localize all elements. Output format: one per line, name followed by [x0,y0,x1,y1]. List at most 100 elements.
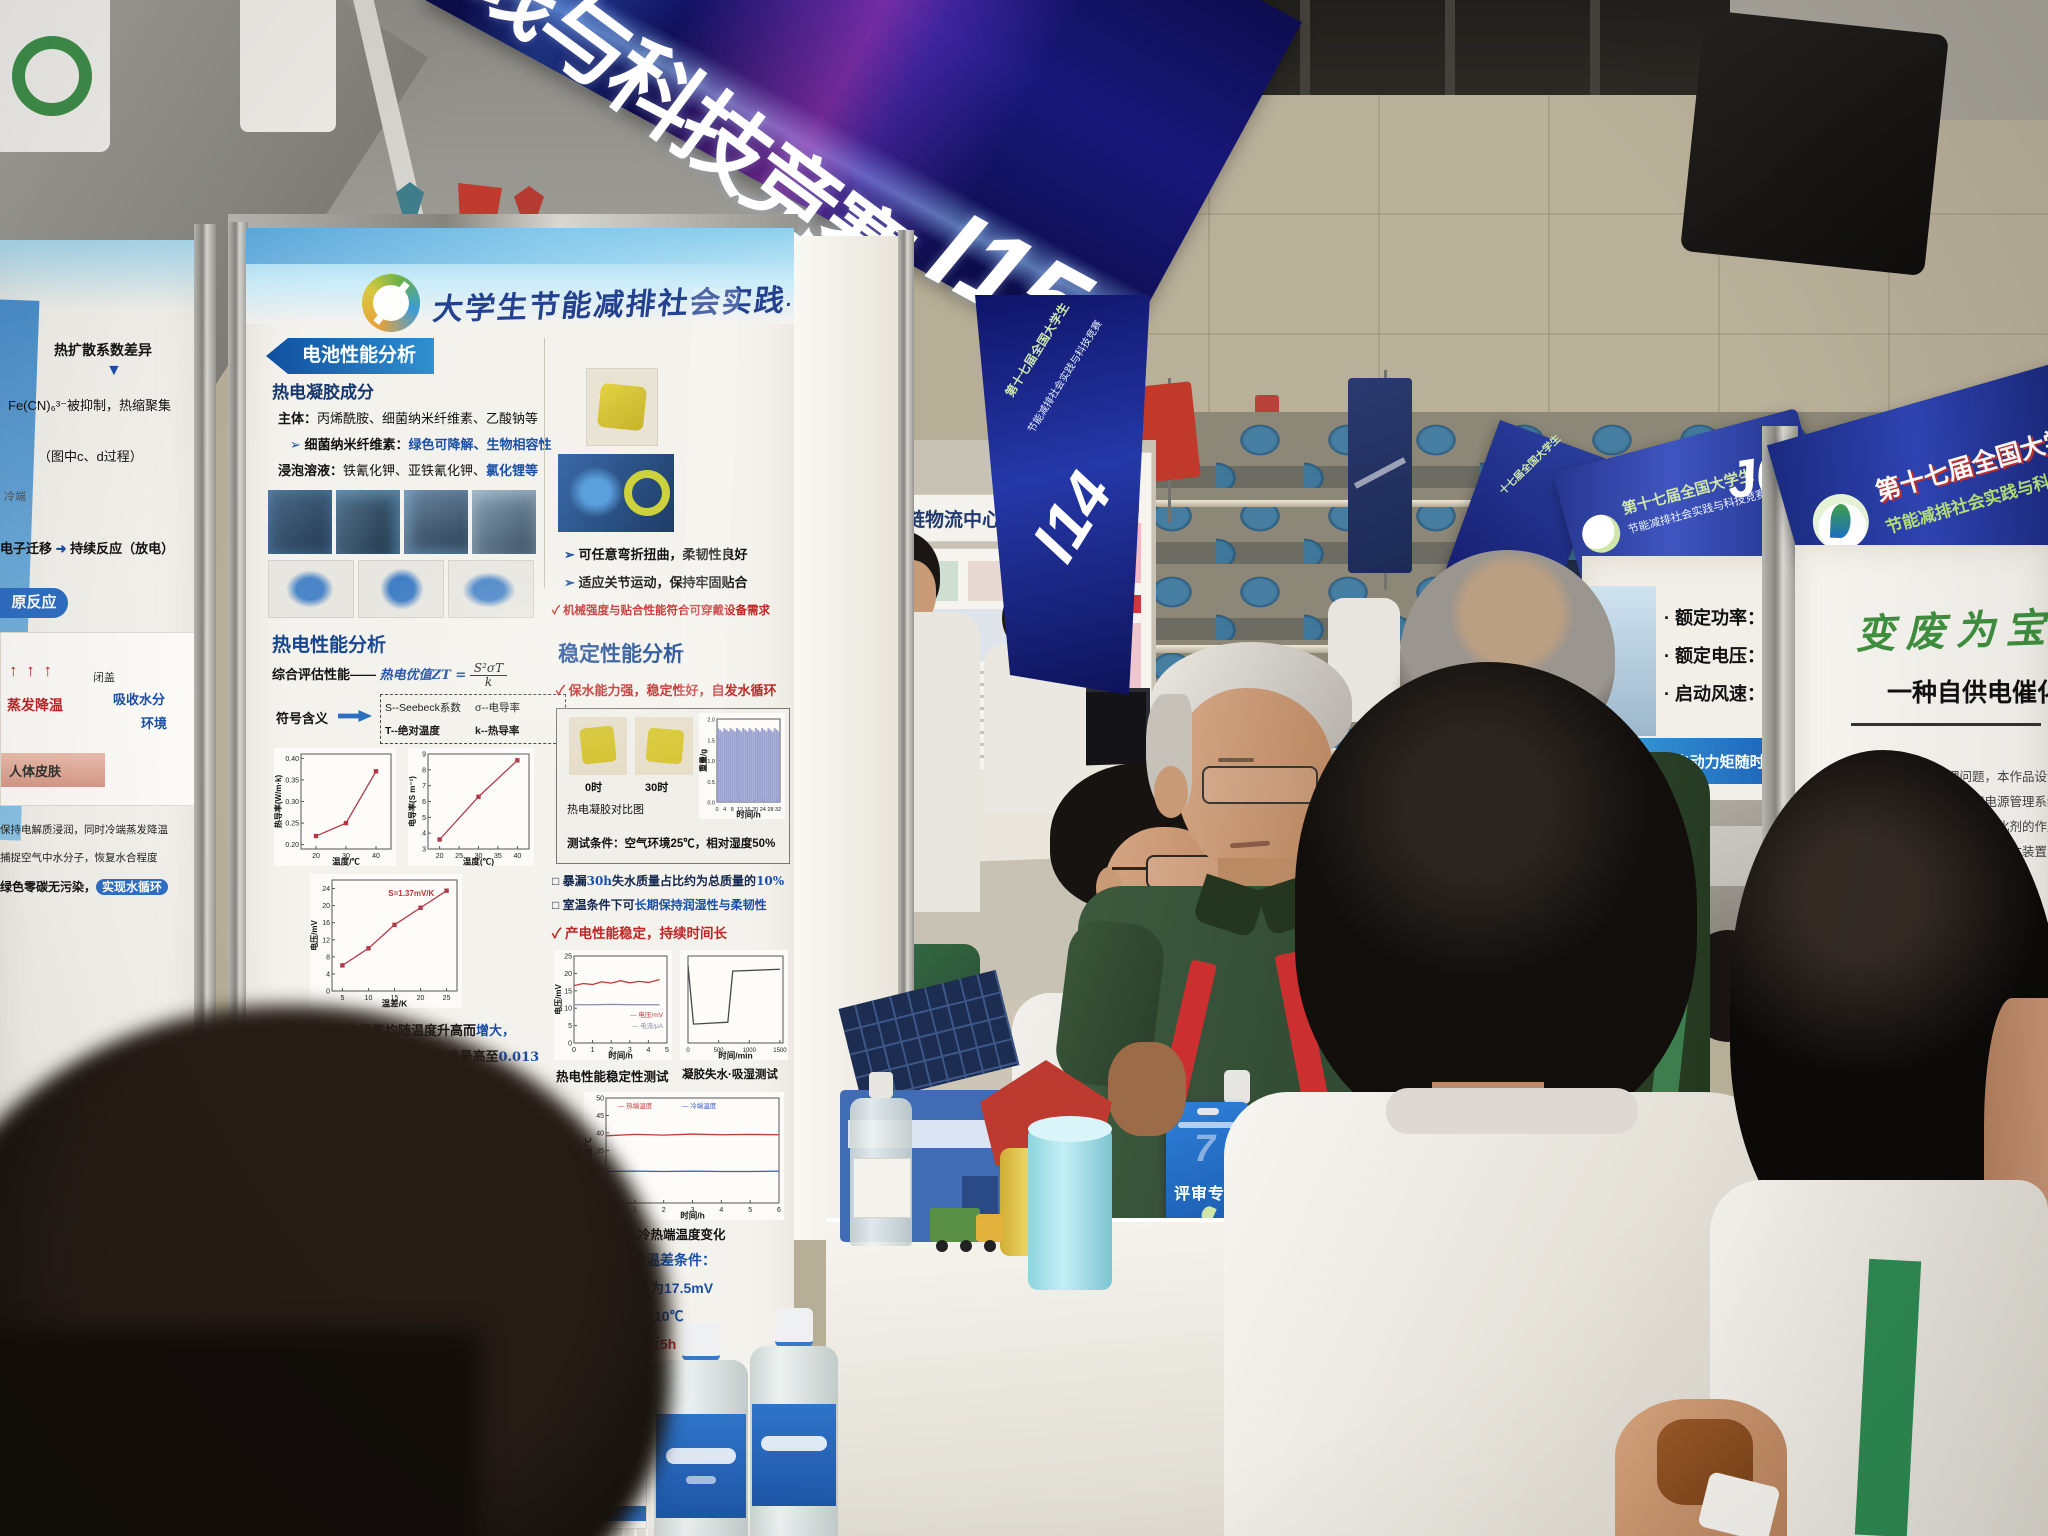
truck-wheel [936,1240,948,1252]
rc-b1-text: 可任意弯折扭曲，柔韧性良好 [578,547,748,562]
badge-slot [1197,1108,1219,1115]
concl2d: 0.013 [498,1050,540,1065]
svg-text:9: 9 [422,752,426,759]
lp-f15: 实现水循环 [96,879,169,895]
svg-text:2: 2 [609,1047,613,1054]
poster-header-wedge [246,228,794,264]
svg-text:24: 24 [322,886,330,893]
lp-skin-band: 人体皮肤 [1,753,105,787]
b2a: 室温条件下可 [562,898,635,912]
glasses-temple [1112,867,1148,870]
b1a: 暴漏 [562,874,587,888]
lp-f5: 持续反应（放电） [70,541,175,556]
svg-text:3: 3 [691,1207,695,1214]
booth-sign-text: 链物流中心充 [905,509,1020,531]
s3-cap2: 凝胶失水·吸湿测试 [682,1069,778,1081]
frame-bar [228,214,798,232]
svg-text:4: 4 [646,1047,650,1054]
right-poster-title: 变废为宝动能 [1854,600,2048,659]
square-bullet-icon: □ [552,874,560,888]
lp-reaction-line: 电子迁移 ➜ 持续反应（放电） [0,538,174,557]
svg-text:20: 20 [312,853,320,860]
svg-text:28: 28 [767,807,773,813]
gel-ring [624,470,670,516]
svg-text:8: 8 [326,954,330,961]
badge-deco-seven: 7 [1194,1128,1216,1170]
s1-line3: 浸泡溶液：铁氰化钾、亚铁氰化钾、氯化锂等 [278,460,538,479]
lab-photo [268,490,332,554]
s3-check1-text: 保水能力强，稳定性好，自发水循环 [569,683,777,698]
s1-line1: 主体：丙烯酰胺、细菌纳米纤维素、乙酸钠等 [278,408,538,427]
flame-shape [1829,503,1852,539]
bottle-label [853,1158,911,1218]
svg-text:温度/℃: 温度/℃ [332,857,360,867]
square-bullet-icon: □ [552,898,560,912]
symbol-box: S--Seebeck系数 σ--电导率 T--绝对温度 k--热导率 [380,694,566,744]
svg-text:25: 25 [443,995,451,1002]
svg-text:热导率(W/m·k): 热导率(W/m·k) [274,775,283,829]
sym-sigma: σ--电导率 [475,700,561,715]
s1-l3-label: 浸泡溶液： [278,463,344,478]
svg-text:0.35: 0.35 [285,777,299,784]
svg-text:5: 5 [422,815,426,822]
svg-text:20: 20 [417,995,425,1002]
bottle-front-3 [748,1308,840,1536]
svg-text:S=1.37mV/K: S=1.37mV/K [388,889,434,898]
s1-l3-text2: 氯化锂等 [486,463,539,478]
svg-text:5: 5 [340,995,344,1002]
lp-f16: 冷端 [4,491,26,503]
svg-text:时间/min: 时间/min [718,1051,752,1061]
s2-zt: 热电优值ZT = [380,668,467,683]
lp-f11: 人体皮肤 [9,763,62,779]
lp-f12: 保持电解质浸润，同时冷端蒸发降温 [0,824,168,836]
b1d: 10% [756,874,785,888]
svg-text:30: 30 [342,853,350,860]
s1-l1-label: 主体： [278,411,318,426]
competition-logo-icon [362,274,420,332]
bottle-cap [775,1308,813,1347]
svg-text:25: 25 [455,853,463,860]
s2-fraction: S²σT k [469,661,508,689]
svg-text:2: 2 [662,1207,666,1214]
table-bottle [848,1072,914,1246]
lp-f14: 绿色零碳无污染， [0,880,97,894]
svg-text:5: 5 [748,1207,752,1214]
svg-text:0: 0 [326,989,330,996]
sym-k: k--热导率 [475,723,561,738]
svg-text:4: 4 [422,831,426,838]
wrinkle-highlight [306,558,736,798]
tri-bullet-icon: ➢ [564,547,575,562]
s2-formula: 综合评估性能—— 热电优值ZT = S²σT k [272,661,508,689]
svg-text:50: 50 [596,1096,604,1103]
truck-wheel [960,1240,972,1252]
svg-text:6: 6 [422,799,426,806]
frac-num: S²σT [469,661,508,677]
svg-text:时间/h: 时间/h [608,1051,633,1061]
section1-chevron: 电池性能分析 [266,338,434,374]
dot-bullet: · [1664,684,1670,704]
svg-text:电压/mV: 电压/mV [554,984,563,1015]
truck-body [930,1208,980,1242]
label-wave [761,1436,827,1451]
lab-photo [336,490,400,554]
frame-bar [898,230,914,1240]
label-wave [666,1448,736,1464]
glove-blob [462,572,516,608]
svg-text:4: 4 [719,1207,723,1214]
lp-pill: 原反应 [0,588,68,618]
svg-text:5: 5 [568,1023,572,1030]
svg-text:0.20: 0.20 [285,842,299,849]
svg-text:— 电压/mV: — 电压/mV [630,1010,664,1019]
gel-sample [596,382,648,432]
svg-text:时间/h: 时间/h [680,1211,705,1221]
man-hair [1295,662,1697,1136]
svg-text:电压/mV: 电压/mV [310,920,319,951]
svg-text:32: 32 [775,807,781,813]
s1-l2-label: 细菌纳米纤维素： [304,437,409,452]
judge-glasses [1202,766,1318,804]
lp-f2: Fe(CN)₆³⁻被抑制，热缩聚集 [8,398,172,413]
chart-dehydration: 0 500 1000 1500 时间/min [680,950,788,1061]
s2-sym-label: 符号含义 [276,711,329,726]
